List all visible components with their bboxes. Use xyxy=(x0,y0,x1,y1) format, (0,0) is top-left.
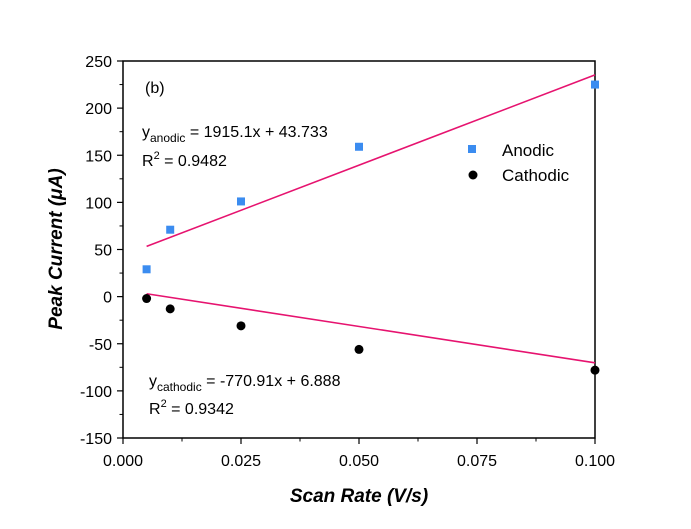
cathodic-r2-sup: 2 xyxy=(161,398,167,410)
cathodic-point xyxy=(236,321,246,331)
anodic-r2-rest: = 0.9482 xyxy=(160,153,227,170)
cathodic-point xyxy=(590,365,600,375)
legend: Anodic Cathodic xyxy=(468,141,570,185)
y-tick-label: -150 xyxy=(80,431,112,448)
legend-label-cathodic: Cathodic xyxy=(502,166,570,185)
y-tick-label: -100 xyxy=(80,384,112,401)
anodic-r2: R2 = 0.9482 xyxy=(142,150,227,170)
y-tick-label: 150 xyxy=(85,148,112,165)
cathodic-eq-rest: = -770.91x + 6.888 xyxy=(202,373,341,390)
anodic-point xyxy=(591,80,599,89)
fit-lines xyxy=(146,74,596,364)
axis-ticks: 0.000 0.025 0.050 0.075 0.100 -150 -100 -50 0 50 1… xyxy=(80,54,615,470)
y-tick-label: 250 xyxy=(85,54,112,71)
data-points xyxy=(142,80,600,375)
cathodic-point xyxy=(165,304,175,314)
y-tick-label: 50 xyxy=(94,243,112,260)
anodic-eq-prefix: y xyxy=(142,124,150,141)
cathodic-point xyxy=(142,294,152,304)
y-tick-label: -50 xyxy=(89,337,112,354)
anodic-fit-line xyxy=(146,74,596,248)
y-tick-label: 200 xyxy=(85,101,112,118)
x-tick-label: 0.000 xyxy=(103,453,143,470)
x-tick-label: 0.050 xyxy=(339,453,379,470)
anodic-eq-sub: anodic xyxy=(150,131,185,145)
anodic-point xyxy=(166,225,175,234)
anodic-r2-sup: 2 xyxy=(154,150,160,162)
anodic-r2-prefix: R xyxy=(142,153,154,170)
cathodic-fit-equation: ycathodic = -770.91x + 6.888 xyxy=(149,373,341,394)
y-axis-title: Peak Current (μA) xyxy=(46,168,67,329)
cathodic-eq-prefix: y xyxy=(149,373,157,390)
legend-marker-anodic xyxy=(468,145,476,153)
anodic-eq-rest: = 1915.1x + 43.733 xyxy=(185,124,327,141)
anodic-point xyxy=(142,265,151,274)
cathodic-eq-sub: cathodic xyxy=(157,380,202,394)
panel-label: (b) xyxy=(145,80,165,97)
legend-label-anodic: Anodic xyxy=(502,141,554,160)
x-tick-label: 0.025 xyxy=(221,453,261,470)
cathodic-r2-prefix: R xyxy=(149,401,161,418)
legend-marker-cathodic xyxy=(468,170,478,180)
x-tick-label: 0.100 xyxy=(575,453,615,470)
anodic-point xyxy=(355,142,363,151)
y-tick-label: 0 xyxy=(103,290,112,307)
anodic-point xyxy=(237,197,245,206)
cathodic-fit-line xyxy=(146,292,596,364)
cathodic-point xyxy=(354,344,364,354)
cathodic-r2-rest: = 0.9342 xyxy=(167,401,234,418)
anodic-fit-equation: yanodic = 1915.1x + 43.733 xyxy=(142,124,328,145)
y-tick-label: 100 xyxy=(85,195,112,212)
x-tick-label: 0.075 xyxy=(457,453,497,470)
cathodic-r2: R2 = 0.9342 xyxy=(149,398,234,418)
x-axis-title: Scan Rate (V/s) xyxy=(290,486,428,507)
